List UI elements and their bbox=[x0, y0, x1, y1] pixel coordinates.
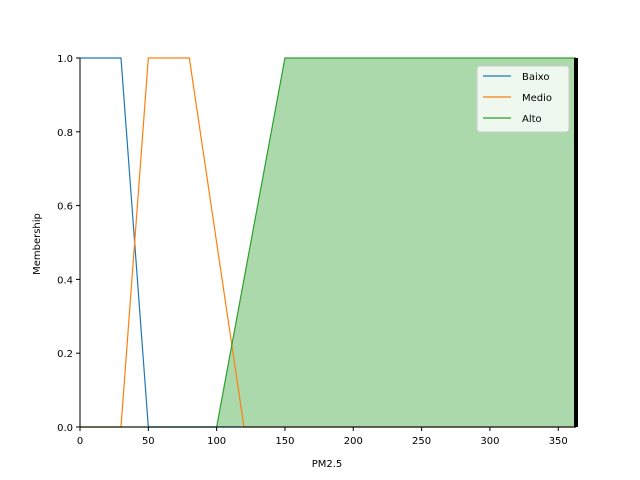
legend: Baixo Medio Alto bbox=[476, 65, 570, 133]
x-tick-label: 250 bbox=[412, 436, 431, 447]
x-tick-label: 200 bbox=[344, 436, 363, 447]
y-tick-label: 0.8 bbox=[57, 128, 73, 139]
x-axis: 0 50 100 150 200 250 300 350 bbox=[77, 426, 576, 447]
legend-label-medio: Medio bbox=[522, 93, 552, 104]
y-axis: 0.0 0.2 0.4 0.6 0.8 1.0 bbox=[57, 54, 81, 434]
y-tick-label: 0.4 bbox=[57, 275, 73, 286]
x-tick-label: 300 bbox=[480, 436, 499, 447]
x-tick-label: 350 bbox=[549, 436, 568, 447]
y-tick-label: 0.6 bbox=[57, 202, 73, 213]
series-fill-alto bbox=[80, 58, 576, 427]
y-tick-label: 0.2 bbox=[57, 349, 73, 360]
legend-label-alto: Alto bbox=[522, 114, 542, 125]
y-tick-label: 1.0 bbox=[57, 54, 73, 65]
legend-label-baixo: Baixo bbox=[522, 72, 550, 83]
legend-box bbox=[476, 65, 570, 133]
y-tick-label: 0.0 bbox=[57, 423, 73, 434]
x-tick-label: 0 bbox=[77, 436, 83, 447]
y-axis-label: Membership bbox=[32, 213, 43, 275]
x-tick-label: 50 bbox=[142, 436, 155, 447]
x-tick-label: 100 bbox=[207, 436, 226, 447]
x-axis-label: PM2.5 bbox=[312, 459, 343, 470]
x-tick-label: 150 bbox=[275, 436, 294, 447]
